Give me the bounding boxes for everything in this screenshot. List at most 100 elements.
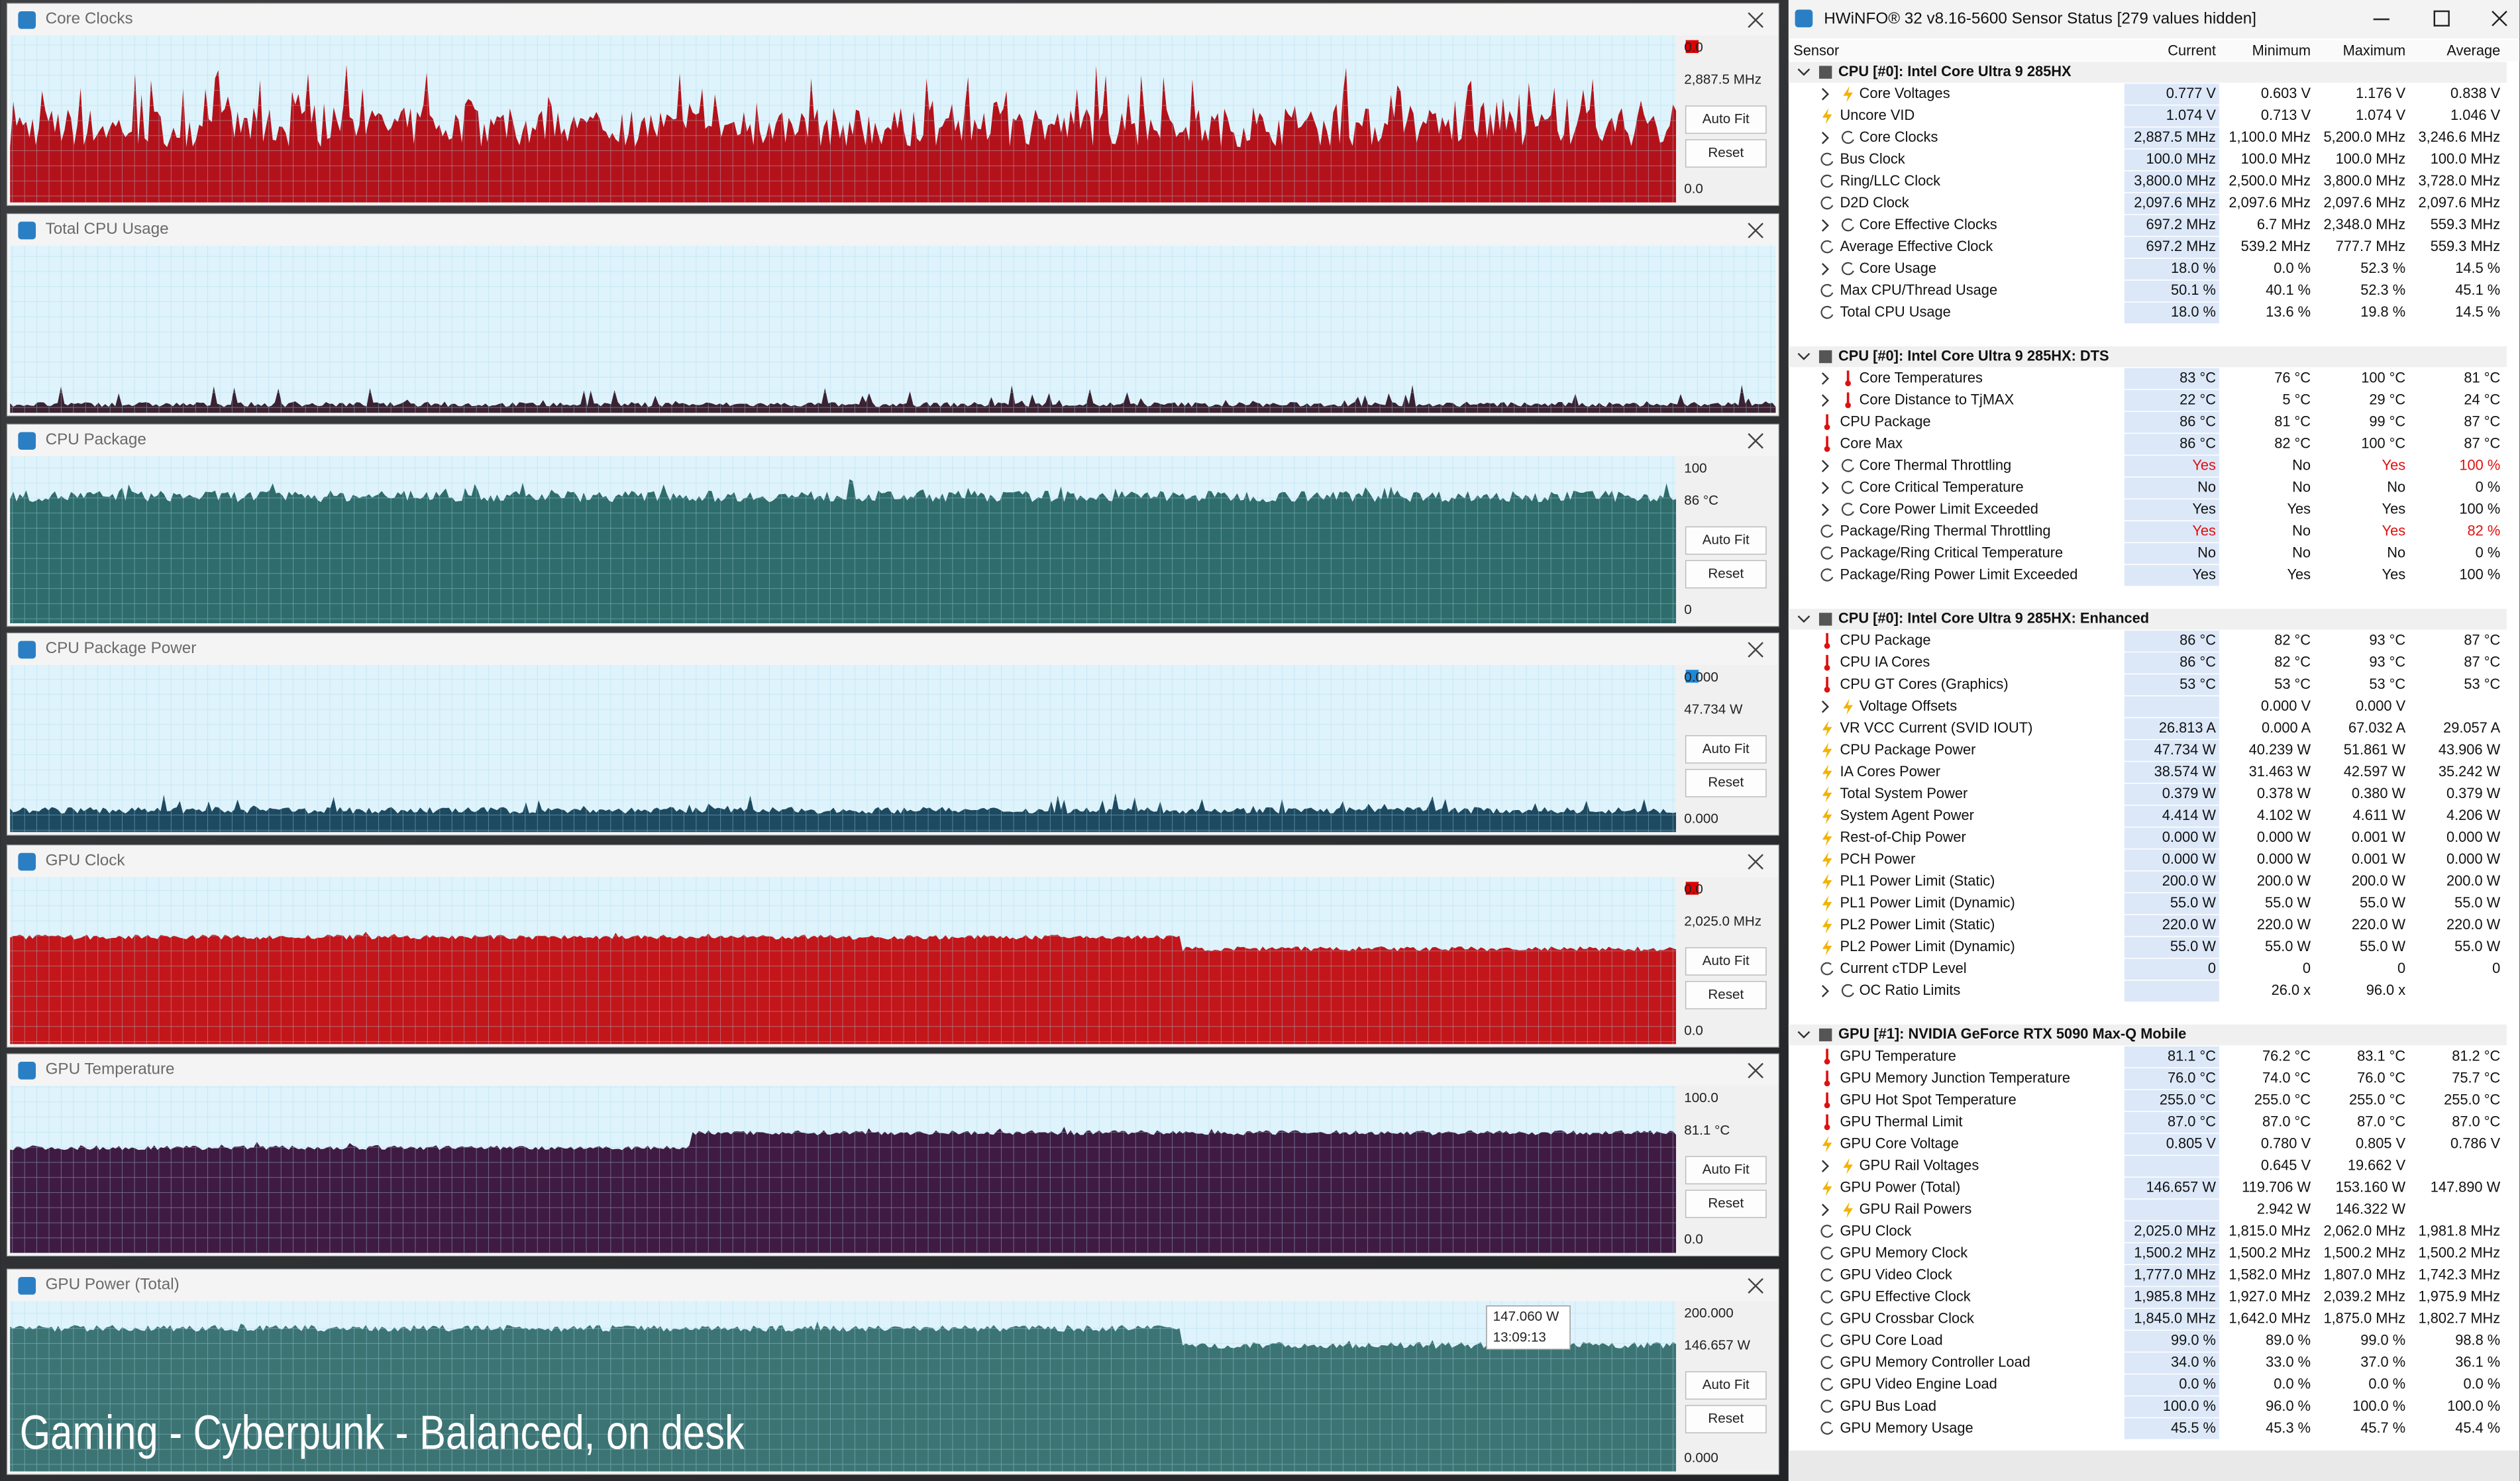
sensor-value: 1,500.2 MHz [2134,1245,2216,1261]
maximize-button[interactable] [2433,10,2450,27]
sensor-label: Core Temperatures [1860,369,1983,385]
expand-chevron[interactable] [1821,263,1830,276]
graph-title: CPU Package Power [46,639,197,657]
graph-close[interactable] [1748,223,1763,238]
button-label[interactable]: Auto Fit [1703,953,1750,968]
current-highlight [2124,718,2219,739]
graph-close[interactable] [1748,1278,1763,1294]
column-header[interactable]: Average [2446,42,2500,58]
sensor-label: GPU Memory Clock [1840,1245,1968,1261]
sensor-value: 0.0 % [2368,1376,2405,1392]
bolt-icon [1822,895,1832,912]
button-label[interactable]: Reset [1708,775,1744,790]
current-highlight [2124,980,2219,1002]
graph-close[interactable] [1748,854,1763,870]
expand-chevron[interactable] [1821,87,1830,101]
button[interactable] [1685,1190,1767,1219]
expand-chevron[interactable] [1821,482,1830,495]
button-label[interactable]: Reset [1708,1411,1744,1426]
current-highlight [2124,784,2219,805]
button-label[interactable]: Auto Fit [1703,1162,1750,1177]
collapse-chevron[interactable] [1797,352,1811,360]
sensor-value: 0 [2303,960,2311,976]
expand-chevron[interactable] [1821,219,1830,232]
button[interactable] [1685,139,1767,168]
sensor-value: 0.603 V [2261,85,2311,101]
current-highlight [2124,1177,2219,1199]
expand-chevron[interactable] [1821,503,1830,517]
min-label: 0.0 [1684,1023,1703,1038]
sensor-value: 29 °C [2369,391,2405,407]
collapse-chevron[interactable] [1797,615,1811,623]
sensor-value: 26.813 A [2159,719,2217,736]
button-label[interactable]: Reset [1708,987,1744,1002]
current-highlight [2124,1221,2219,1243]
button-label[interactable]: Reset [1708,145,1744,160]
graph-close[interactable] [1748,12,1763,28]
sensor-value: 22 °C [2179,391,2216,407]
sensor-label: Rest-of-Chip Power [1840,829,1966,845]
graph-close[interactable] [1748,642,1763,658]
expand-chevron[interactable] [1821,372,1830,385]
graph-title: Total CPU Usage [46,220,169,238]
sensor-value: 0.000 W [2446,850,2501,867]
sensor-label: GPU Hot Spot Temperature [1840,1091,2016,1107]
expand-chevron[interactable] [1821,1160,1830,1173]
chip-icon [1818,1028,1832,1042]
button-label[interactable]: Reset [1708,1196,1744,1211]
current-highlight [2124,696,2219,717]
sensor-value: 1.046 V [2450,107,2501,123]
collapse-chevron[interactable] [1797,68,1811,76]
expand-chevron[interactable] [1821,700,1830,713]
button[interactable] [1685,947,1767,976]
graph-close[interactable] [1748,1062,1763,1079]
expand-chevron[interactable] [1821,394,1830,407]
button[interactable] [1685,1371,1767,1400]
button[interactable] [1685,735,1767,764]
button-label[interactable]: Auto Fit [1703,533,1750,548]
current-highlight [2124,1155,2219,1177]
sensor-value: 200.0 W [2257,872,2311,889]
button-label[interactable]: Auto Fit [1703,1377,1750,1392]
sensor-value: No [2292,544,2311,561]
current-highlight [2124,1287,2219,1308]
expand-chevron[interactable] [1821,460,1830,473]
expand-chevron[interactable] [1821,131,1830,144]
current-label: 47.734 W [1684,701,1743,717]
sensor-value: No [2292,478,2311,495]
sensor-value: 24 °C [2464,391,2500,407]
thermo-bulb [1824,1058,1830,1065]
sensor-label: GPU Rail Powers [1860,1200,1972,1217]
current-highlight [2124,915,2219,937]
expand-chevron[interactable] [1821,1203,1830,1217]
button[interactable] [1685,105,1767,134]
button[interactable] [1685,526,1767,555]
current-highlight [2124,1111,2219,1133]
sensor-value: 1.176 V [2356,85,2406,101]
sensor-value: 82 °C [2274,654,2311,670]
button[interactable] [1685,981,1767,1009]
graph-close[interactable] [1748,433,1763,449]
sensor-value: 539.2 MHz [2241,238,2311,254]
column-header[interactable]: Current [2168,42,2216,58]
button[interactable] [1685,768,1767,797]
sensor-label: GPU Power (Total) [1840,1178,1960,1195]
button[interactable] [1685,1156,1767,1185]
graph-icon [18,852,36,871]
expand-chevron[interactable] [1821,985,1830,997]
column-header[interactable]: Maximum [2343,42,2406,58]
button-label[interactable]: Auto Fit [1703,111,1750,127]
button-label[interactable]: Auto Fit [1703,741,1750,756]
sensor-value: 1,807.0 MHz [2323,1266,2405,1283]
button[interactable] [1685,560,1767,589]
sensor-value: 100.0 % [2352,1398,2405,1414]
clock-icon [1841,218,1854,232]
button-label[interactable]: Reset [1708,566,1744,581]
sensor-value: 86 °C [2179,654,2216,670]
column-header[interactable]: Sensor [1793,42,1839,58]
close-button[interactable] [2492,11,2507,26]
collapse-chevron[interactable] [1797,1031,1811,1039]
button[interactable] [1685,1405,1767,1433]
column-header[interactable]: Minimum [2252,42,2311,58]
sensor-value: 2,500.0 MHz [2229,172,2311,189]
